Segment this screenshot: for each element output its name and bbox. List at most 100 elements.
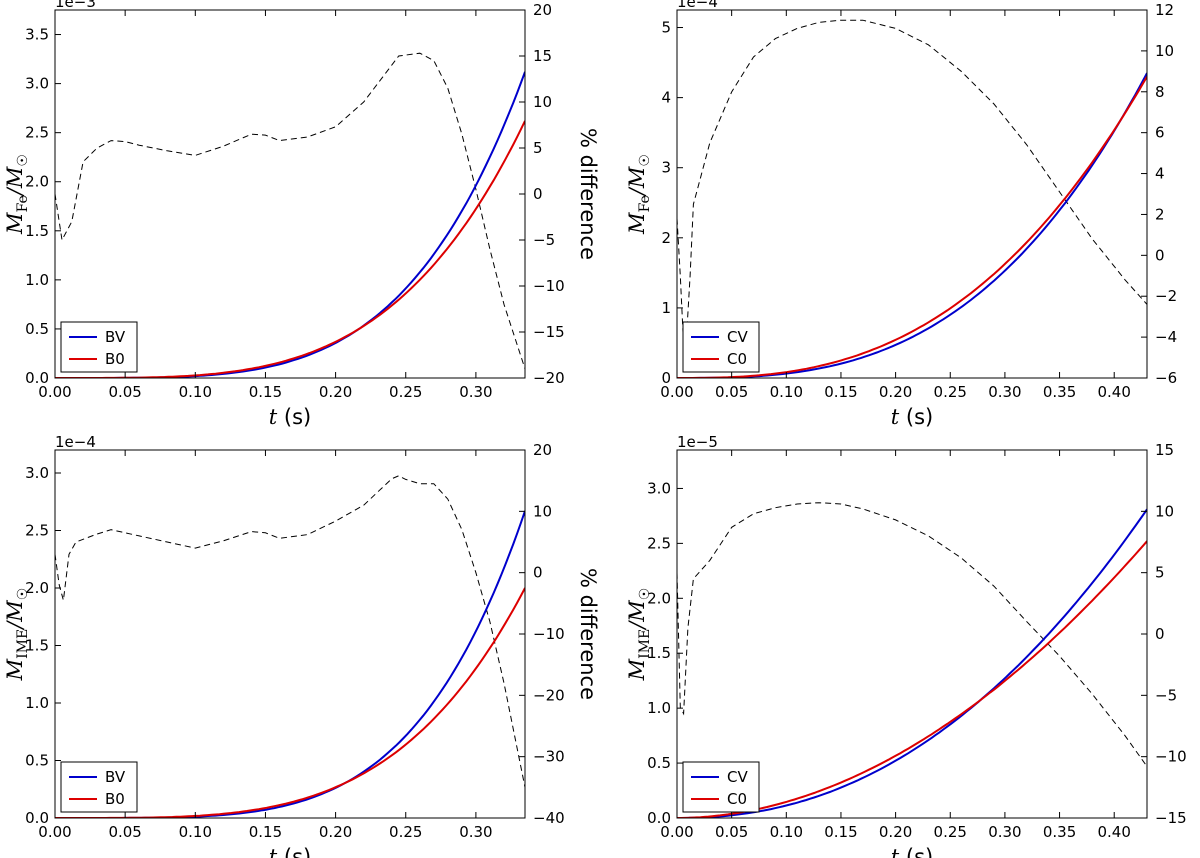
legend-label-CV: CV <box>727 328 748 346</box>
x-axis-variable: t <box>891 845 900 858</box>
y-label-denominator: /M <box>625 166 649 197</box>
y2-tick-label: 0 <box>533 564 543 582</box>
x-axis-label: t (s) <box>269 845 311 858</box>
x-tick-label: 0.40 <box>1098 383 1131 401</box>
y-exponent-label: 1e−5 <box>677 433 718 451</box>
y2-tick-label: 0 <box>1155 625 1165 643</box>
y2-tick-label: −15 <box>533 323 565 341</box>
y-tick-label: 3.5 <box>25 26 49 44</box>
y2-tick-label: 4 <box>1155 165 1165 183</box>
y2-tick-label: 10 <box>533 502 552 520</box>
x-tick-label: 0.40 <box>1098 823 1131 841</box>
y-label-sun-symbol: ☉ <box>15 588 31 601</box>
y2-tick-label: −10 <box>533 277 565 295</box>
y2-axis-label: % difference <box>1198 128 1200 260</box>
y2-tick-label: 0 <box>533 185 543 203</box>
y2-tick-label: 5 <box>1155 564 1165 582</box>
axes-frame <box>676 9 1148 379</box>
legend-box <box>682 761 760 813</box>
x-tick-label: 0.25 <box>389 823 422 841</box>
y-label-subscript: Fe <box>637 195 653 212</box>
y2-tick-label: 10 <box>1155 42 1174 60</box>
y-axis-label: MFe/M☉ <box>3 154 31 235</box>
y2-axis-label: % difference <box>576 568 600 700</box>
x-tick-label: 0.10 <box>770 823 803 841</box>
y2-tick-label: −6 <box>1155 369 1177 387</box>
legend-label-B0: B0 <box>105 790 125 808</box>
x-tick-label: 0.00 <box>660 823 693 841</box>
y-label-subscript: Fe <box>15 195 31 212</box>
y2-tick-label: −30 <box>533 748 565 766</box>
y-tick-label: 1 <box>661 299 671 317</box>
x-tick-label: 0.30 <box>459 823 492 841</box>
chart-panel-top-left: 0.00 0.05 0.10 0.15 0.20 0.25 0.30 0.0 0.5 1.0 1.5… <box>3 0 600 429</box>
x-tick-label: 0.05 <box>715 383 748 401</box>
y-tick-label: 3.0 <box>25 464 49 482</box>
y-tick-label: 1.0 <box>25 271 49 289</box>
y-tick-label: 0.0 <box>25 369 49 387</box>
y2-tick-label: −10 <box>1155 748 1187 766</box>
x-axis-variable: t <box>269 845 278 858</box>
legend-label-BV: BV <box>105 768 126 786</box>
y2-tick-label: −4 <box>1155 328 1177 346</box>
y-label-main: M <box>625 212 649 235</box>
y2-axis-label: % difference <box>576 128 600 260</box>
y2-tick-label: −5 <box>533 231 555 249</box>
x-tick-label: 0.15 <box>249 383 282 401</box>
x-axis-unit: (s) <box>277 405 311 429</box>
y-axis-label: MIME/M☉ <box>625 588 653 682</box>
y-tick-label: 0.0 <box>25 809 49 827</box>
x-axis-unit: (s) <box>899 405 933 429</box>
y-label-denominator: /M <box>3 600 27 631</box>
y2-tick-label: −15 <box>1155 809 1187 827</box>
y-exponent-label: 1e−4 <box>677 0 718 11</box>
y2-tick-label: 2 <box>1155 205 1165 223</box>
x-axis-label: t (s) <box>891 405 933 429</box>
x-tick-label: 0.20 <box>319 823 352 841</box>
chart-panel-bottom-right: 0.00 0.05 0.10 0.15 0.20 0.25 0.30 0.35 0.400.00… <box>625 433 1200 858</box>
y2-tick-label: 15 <box>1155 441 1174 459</box>
y-tick-label: 3.0 <box>25 75 49 93</box>
y2-tick-label: 0 <box>1155 246 1165 264</box>
x-tick-label: 0.00 <box>38 823 71 841</box>
y-tick-label: 2.5 <box>25 522 49 540</box>
difference-dashed-line <box>677 19 1147 368</box>
x-tick-label: 0.35 <box>1043 823 1076 841</box>
legend-box <box>682 321 760 373</box>
y-tick-label: 1.5 <box>647 644 671 662</box>
x-tick-label: 0.15 <box>249 823 282 841</box>
y-exponent-label: 1e−4 <box>55 433 96 451</box>
x-tick-label: 0.30 <box>988 383 1021 401</box>
x-tick-label: 0.20 <box>879 823 912 841</box>
legend-box <box>60 321 138 373</box>
x-tick-label: 0.25 <box>389 383 422 401</box>
y-tick-label: 1.0 <box>647 699 671 717</box>
x-tick-label: 0.25 <box>934 383 967 401</box>
y2-tick-label: 5 <box>533 139 543 157</box>
y-label-sun-symbol: ☉ <box>637 154 653 167</box>
y-tick-label: 4 <box>661 89 671 107</box>
y2-tick-label: −5 <box>1155 686 1177 704</box>
y-label-subscript: IME <box>637 629 653 659</box>
y-label-main: M <box>3 658 27 681</box>
y-tick-label: 0.5 <box>25 320 49 338</box>
y2-tick-label: −10 <box>533 625 565 643</box>
legend-box <box>60 761 138 813</box>
y-tick-label: 5 <box>661 19 671 37</box>
y-label-subscript: IME <box>15 629 31 659</box>
series-line-C0 <box>677 76 1147 378</box>
x-tick-label: 0.25 <box>934 823 967 841</box>
x-axis-unit: (s) <box>899 845 933 858</box>
legend-label-CV: CV <box>727 768 748 786</box>
x-tick-label: 0.05 <box>715 823 748 841</box>
y-tick-label: 3 <box>661 159 671 177</box>
y-tick-label: 2.5 <box>25 124 49 142</box>
x-tick-label: 0.10 <box>179 823 212 841</box>
legend-label-BV: BV <box>105 328 126 346</box>
y2-tick-label: −20 <box>533 686 565 704</box>
x-tick-label: 0.15 <box>824 823 857 841</box>
y-tick-label: 3.0 <box>647 479 671 497</box>
y2-tick-label: 12 <box>1155 1 1174 19</box>
x-tick-label: 0.10 <box>179 383 212 401</box>
